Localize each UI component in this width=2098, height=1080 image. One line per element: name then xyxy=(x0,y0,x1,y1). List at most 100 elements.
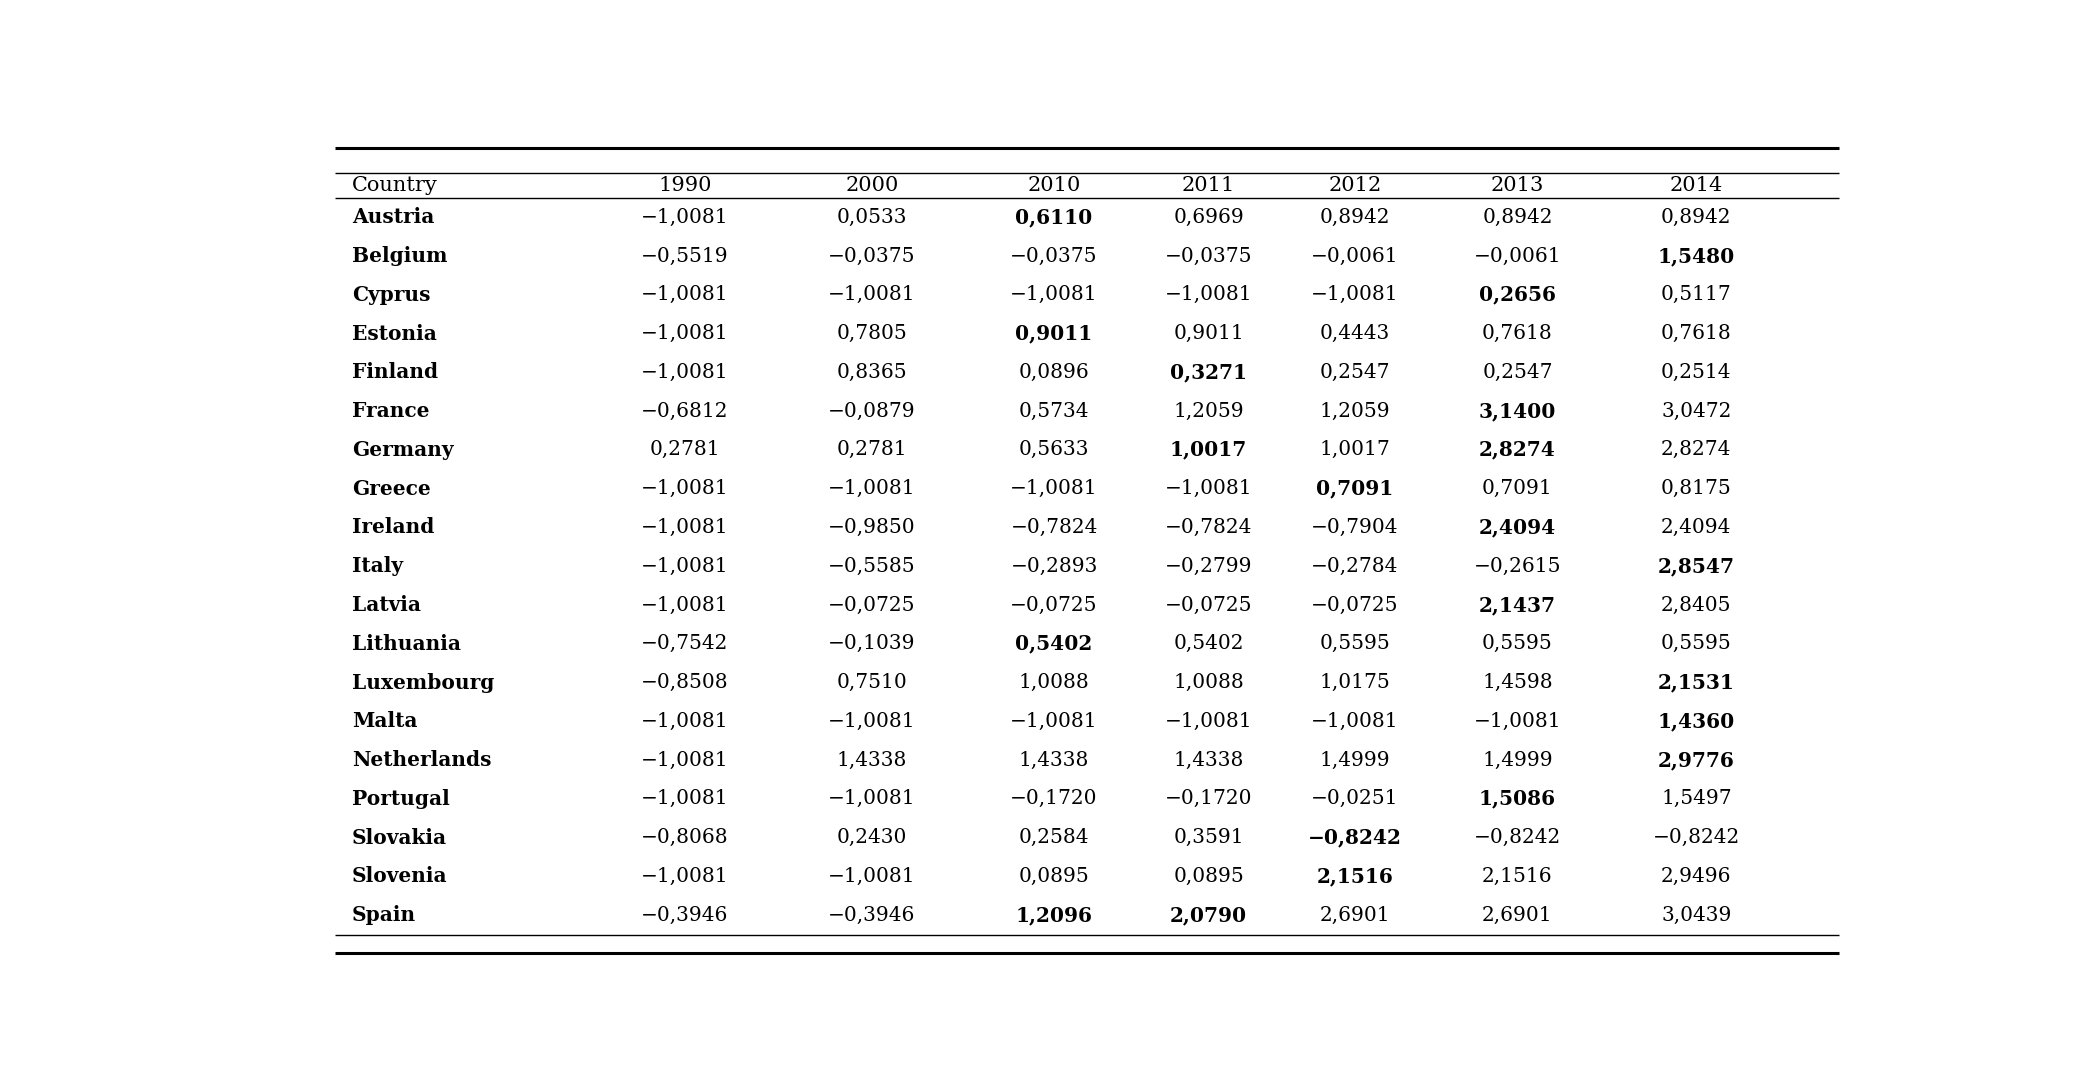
Text: 0,0896: 0,0896 xyxy=(1020,363,1089,382)
Text: 2,9496: 2,9496 xyxy=(1662,867,1731,886)
Text: 1,4338: 1,4338 xyxy=(837,751,906,770)
Text: −1,0081: −1,0081 xyxy=(642,556,728,576)
Text: 0,2584: 0,2584 xyxy=(1020,828,1089,847)
Text: −1,0081: −1,0081 xyxy=(642,518,728,537)
Text: 0,0895: 0,0895 xyxy=(1020,867,1089,886)
Text: −1,0081: −1,0081 xyxy=(642,285,728,305)
Text: 2,6901: 2,6901 xyxy=(1320,906,1391,924)
Text: Greece: Greece xyxy=(352,478,430,499)
Text: −1,0081: −1,0081 xyxy=(1011,480,1097,498)
Text: −0,0725: −0,0725 xyxy=(1011,595,1097,615)
Text: 2,8274: 2,8274 xyxy=(1479,440,1557,460)
Text: Finland: Finland xyxy=(352,362,438,382)
Text: 2,8405: 2,8405 xyxy=(1662,595,1731,615)
Text: −1,0081: −1,0081 xyxy=(642,324,728,343)
Text: −0,2799: −0,2799 xyxy=(1164,556,1253,576)
Text: 0,5117: 0,5117 xyxy=(1662,285,1731,305)
Text: −1,0081: −1,0081 xyxy=(1311,285,1399,305)
Text: −0,0061: −0,0061 xyxy=(1311,246,1399,266)
Text: 0,7091: 0,7091 xyxy=(1481,480,1553,498)
Text: Netherlands: Netherlands xyxy=(352,751,491,770)
Text: Estonia: Estonia xyxy=(352,324,436,343)
Text: −1,0081: −1,0081 xyxy=(829,285,917,305)
Text: Austria: Austria xyxy=(352,207,434,227)
Text: −0,8068: −0,8068 xyxy=(642,828,728,847)
Text: −0,0725: −0,0725 xyxy=(1164,595,1253,615)
Text: −0,7904: −0,7904 xyxy=(1311,518,1399,537)
Text: −0,2893: −0,2893 xyxy=(1011,556,1097,576)
Text: 2,1516: 2,1516 xyxy=(1481,867,1553,886)
Text: Belgium: Belgium xyxy=(352,246,447,266)
Text: 0,2547: 0,2547 xyxy=(1481,363,1553,382)
Text: 1,2059: 1,2059 xyxy=(1320,402,1391,420)
Text: 0,2514: 0,2514 xyxy=(1662,363,1731,382)
Text: −1,0081: −1,0081 xyxy=(829,867,917,886)
Text: 0,6969: 0,6969 xyxy=(1173,207,1244,227)
Text: 0,7805: 0,7805 xyxy=(837,324,906,343)
Text: Slovakia: Slovakia xyxy=(352,827,447,848)
Text: 1,4598: 1,4598 xyxy=(1481,673,1553,692)
Text: −1,0081: −1,0081 xyxy=(1011,285,1097,305)
Text: 0,2547: 0,2547 xyxy=(1320,363,1391,382)
Text: 0,6110: 0,6110 xyxy=(1015,207,1093,227)
Text: 1,4338: 1,4338 xyxy=(1020,751,1089,770)
Text: Spain: Spain xyxy=(352,905,415,926)
Text: −1,0081: −1,0081 xyxy=(642,867,728,886)
Text: −0,8242: −0,8242 xyxy=(1307,827,1401,848)
Text: −0,5519: −0,5519 xyxy=(642,246,728,266)
Text: 1,0175: 1,0175 xyxy=(1320,673,1391,692)
Text: 1,2059: 1,2059 xyxy=(1173,402,1244,420)
Text: 1,5086: 1,5086 xyxy=(1479,788,1557,809)
Text: Lithuania: Lithuania xyxy=(352,634,462,653)
Text: 1,4360: 1,4360 xyxy=(1657,712,1735,731)
Text: 1,0017: 1,0017 xyxy=(1320,441,1391,459)
Text: 2012: 2012 xyxy=(1328,176,1380,194)
Text: France: France xyxy=(352,401,430,421)
Text: Slovenia: Slovenia xyxy=(352,866,447,887)
Text: 0,5402: 0,5402 xyxy=(1173,634,1244,653)
Text: −0,2615: −0,2615 xyxy=(1473,556,1561,576)
Text: 2,1531: 2,1531 xyxy=(1657,673,1735,692)
Text: 0,5595: 0,5595 xyxy=(1662,634,1731,653)
Text: −1,0081: −1,0081 xyxy=(642,751,728,770)
Text: −0,0375: −0,0375 xyxy=(829,246,915,266)
Text: 2,0790: 2,0790 xyxy=(1171,905,1246,926)
Text: Country: Country xyxy=(352,176,438,194)
Text: 1,4999: 1,4999 xyxy=(1481,751,1553,770)
Text: 3,1400: 3,1400 xyxy=(1479,401,1557,421)
Text: −0,0251: −0,0251 xyxy=(1311,789,1399,808)
Text: 2,1437: 2,1437 xyxy=(1479,595,1557,615)
Text: −1,0081: −1,0081 xyxy=(1311,712,1399,731)
Text: −1,0081: −1,0081 xyxy=(829,712,917,731)
Text: −0,8508: −0,8508 xyxy=(642,673,728,692)
Text: −0,3946: −0,3946 xyxy=(642,906,728,924)
Text: 0,9011: 0,9011 xyxy=(1173,324,1244,343)
Text: −0,5585: −0,5585 xyxy=(829,556,917,576)
Text: −1,0081: −1,0081 xyxy=(642,789,728,808)
Text: −1,0081: −1,0081 xyxy=(642,595,728,615)
Text: −0,0375: −0,0375 xyxy=(1164,246,1253,266)
Text: 2,4094: 2,4094 xyxy=(1662,518,1731,537)
Text: 0,8175: 0,8175 xyxy=(1662,480,1731,498)
Text: −1,0081: −1,0081 xyxy=(829,480,917,498)
Text: −1,0081: −1,0081 xyxy=(642,712,728,731)
Text: 0,4443: 0,4443 xyxy=(1320,324,1391,343)
Text: −1,0081: −1,0081 xyxy=(1011,712,1097,731)
Text: 0,0895: 0,0895 xyxy=(1173,867,1244,886)
Text: Germany: Germany xyxy=(352,440,453,460)
Text: 0,8942: 0,8942 xyxy=(1662,207,1731,227)
Text: 0,2781: 0,2781 xyxy=(837,441,906,459)
Text: 0,5402: 0,5402 xyxy=(1015,634,1093,653)
Text: 2010: 2010 xyxy=(1028,176,1080,194)
Text: 3,0439: 3,0439 xyxy=(1662,906,1731,924)
Text: −0,0725: −0,0725 xyxy=(1311,595,1399,615)
Text: 1,0088: 1,0088 xyxy=(1173,673,1244,692)
Text: 3,0472: 3,0472 xyxy=(1662,402,1731,420)
Text: 1,2096: 1,2096 xyxy=(1015,905,1093,926)
Text: Luxembourg: Luxembourg xyxy=(352,673,493,692)
Text: 2011: 2011 xyxy=(1181,176,1236,194)
Text: −0,8242: −0,8242 xyxy=(1475,828,1561,847)
Text: 1,5480: 1,5480 xyxy=(1657,246,1735,266)
Text: 2,1516: 2,1516 xyxy=(1315,866,1393,887)
Text: 0,5595: 0,5595 xyxy=(1320,634,1391,653)
